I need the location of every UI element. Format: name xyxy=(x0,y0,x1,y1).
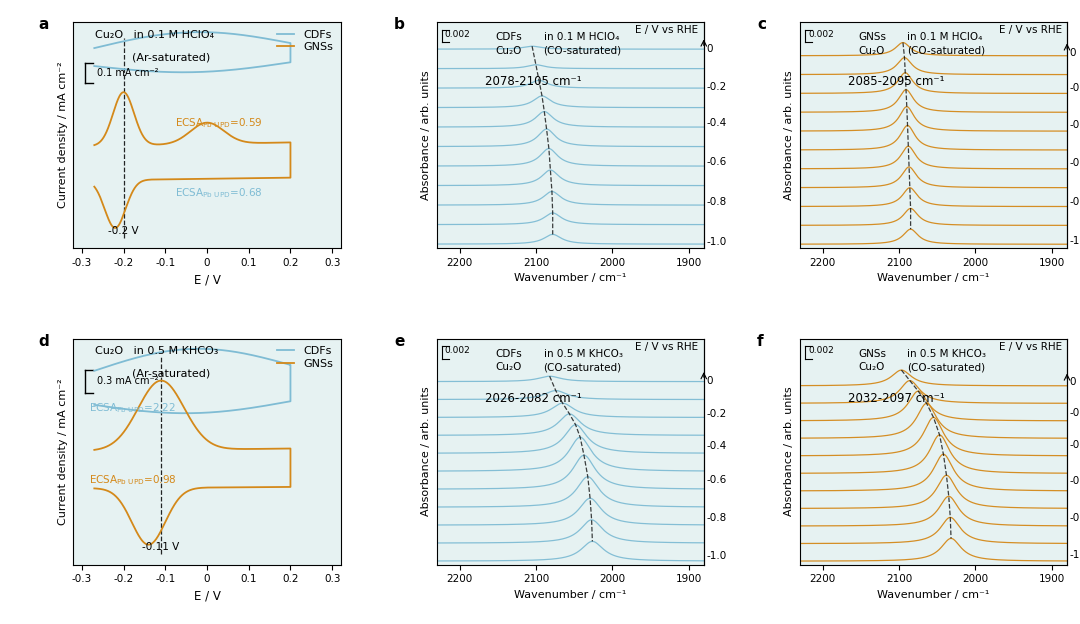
Text: 2026-2082 cm⁻¹: 2026-2082 cm⁻¹ xyxy=(485,392,581,405)
Text: (CO-saturated): (CO-saturated) xyxy=(907,46,985,56)
Legend: CDFs, GNSs: CDFs, GNSs xyxy=(275,27,335,54)
Text: E / V vs RHE: E / V vs RHE xyxy=(635,25,699,35)
Text: d: d xyxy=(39,334,50,349)
Text: E / V vs RHE: E / V vs RHE xyxy=(635,342,699,352)
Text: (CO-saturated): (CO-saturated) xyxy=(543,46,622,56)
Text: c: c xyxy=(757,17,766,32)
Text: ECSA$_{\mathregular{Pb\ UPD}}$=0.98: ECSA$_{\mathregular{Pb\ UPD}}$=0.98 xyxy=(90,473,177,487)
Text: in 0.1 M HClO₄: in 0.1 M HClO₄ xyxy=(543,32,619,42)
Text: -0.11 V: -0.11 V xyxy=(143,542,179,552)
Text: 0.002: 0.002 xyxy=(808,346,834,356)
Y-axis label: Absorbance / arb. units: Absorbance / arb. units xyxy=(421,70,431,200)
Y-axis label: Absorbance / arb. units: Absorbance / arb. units xyxy=(421,387,431,517)
X-axis label: Wavenumber / cm⁻¹: Wavenumber / cm⁻¹ xyxy=(514,273,626,283)
Text: in 0.5 M KHCO₃: in 0.5 M KHCO₃ xyxy=(543,349,622,359)
Text: -0.2 V: -0.2 V xyxy=(108,226,139,236)
Y-axis label: Absorbance / arb. units: Absorbance / arb. units xyxy=(784,70,795,200)
Text: 2032-2097 cm⁻¹: 2032-2097 cm⁻¹ xyxy=(848,392,945,405)
X-axis label: Wavenumber / cm⁻¹: Wavenumber / cm⁻¹ xyxy=(514,590,626,600)
X-axis label: E / V: E / V xyxy=(193,590,220,603)
Text: (Ar-saturated): (Ar-saturated) xyxy=(132,369,211,379)
X-axis label: E / V: E / V xyxy=(193,273,220,286)
Text: Cu₂O   in 0.5 M KHCO₃: Cu₂O in 0.5 M KHCO₃ xyxy=(95,346,218,356)
Text: GNSs: GNSs xyxy=(859,32,887,42)
Text: e: e xyxy=(394,334,404,349)
Y-axis label: Current density / mA cm⁻²: Current density / mA cm⁻² xyxy=(58,378,68,525)
Text: (CO-saturated): (CO-saturated) xyxy=(907,363,985,373)
Y-axis label: Absorbance / arb. units: Absorbance / arb. units xyxy=(784,387,795,517)
Text: 0.002: 0.002 xyxy=(808,30,834,39)
Text: 0.002: 0.002 xyxy=(445,346,471,356)
Text: ECSA$_{\mathregular{Pb\ UPD}}$=0.59: ECSA$_{\mathregular{Pb\ UPD}}$=0.59 xyxy=(175,116,261,130)
Text: Cu₂O: Cu₂O xyxy=(859,363,886,373)
X-axis label: Wavenumber / cm⁻¹: Wavenumber / cm⁻¹ xyxy=(877,590,989,600)
Text: ECSA$_{\mathregular{Pb\ UPD}}$=0.68: ECSA$_{\mathregular{Pb\ UPD}}$=0.68 xyxy=(175,186,262,200)
Text: E / V vs RHE: E / V vs RHE xyxy=(999,25,1062,35)
Text: 0.1 mA cm⁻²: 0.1 mA cm⁻² xyxy=(97,68,159,78)
Text: 2078-2105 cm⁻¹: 2078-2105 cm⁻¹ xyxy=(485,75,581,88)
Text: Cu₂O   in 0.1 M HClO₄: Cu₂O in 0.1 M HClO₄ xyxy=(95,30,214,40)
Text: (Ar-saturated): (Ar-saturated) xyxy=(132,52,211,62)
Text: b: b xyxy=(394,17,405,32)
Text: a: a xyxy=(39,17,49,32)
Text: CDFs: CDFs xyxy=(496,349,523,359)
Text: f: f xyxy=(757,334,764,349)
Text: E / V vs RHE: E / V vs RHE xyxy=(999,342,1062,352)
Text: 0.3 mA cm⁻²: 0.3 mA cm⁻² xyxy=(97,376,159,386)
Text: Cu₂O: Cu₂O xyxy=(496,46,522,56)
Text: Cu₂O: Cu₂O xyxy=(859,46,886,56)
Legend: CDFs, GNSs: CDFs, GNSs xyxy=(275,344,335,371)
Text: 0.002: 0.002 xyxy=(445,30,471,39)
Text: Cu₂O: Cu₂O xyxy=(496,363,522,373)
Text: in 0.1 M HClO₄: in 0.1 M HClO₄ xyxy=(907,32,982,42)
Text: 2085-2095 cm⁻¹: 2085-2095 cm⁻¹ xyxy=(848,75,945,88)
Text: (CO-saturated): (CO-saturated) xyxy=(543,363,622,373)
Text: in 0.5 M KHCO₃: in 0.5 M KHCO₃ xyxy=(907,349,986,359)
Text: CDFs: CDFs xyxy=(496,32,523,42)
Text: ECSA$_{\mathregular{Pb\ UPD}}$=2.22: ECSA$_{\mathregular{Pb\ UPD}}$=2.22 xyxy=(90,401,176,415)
Text: GNSs: GNSs xyxy=(859,349,887,359)
X-axis label: Wavenumber / cm⁻¹: Wavenumber / cm⁻¹ xyxy=(877,273,989,283)
Y-axis label: Current density / mA cm⁻²: Current density / mA cm⁻² xyxy=(58,62,68,208)
